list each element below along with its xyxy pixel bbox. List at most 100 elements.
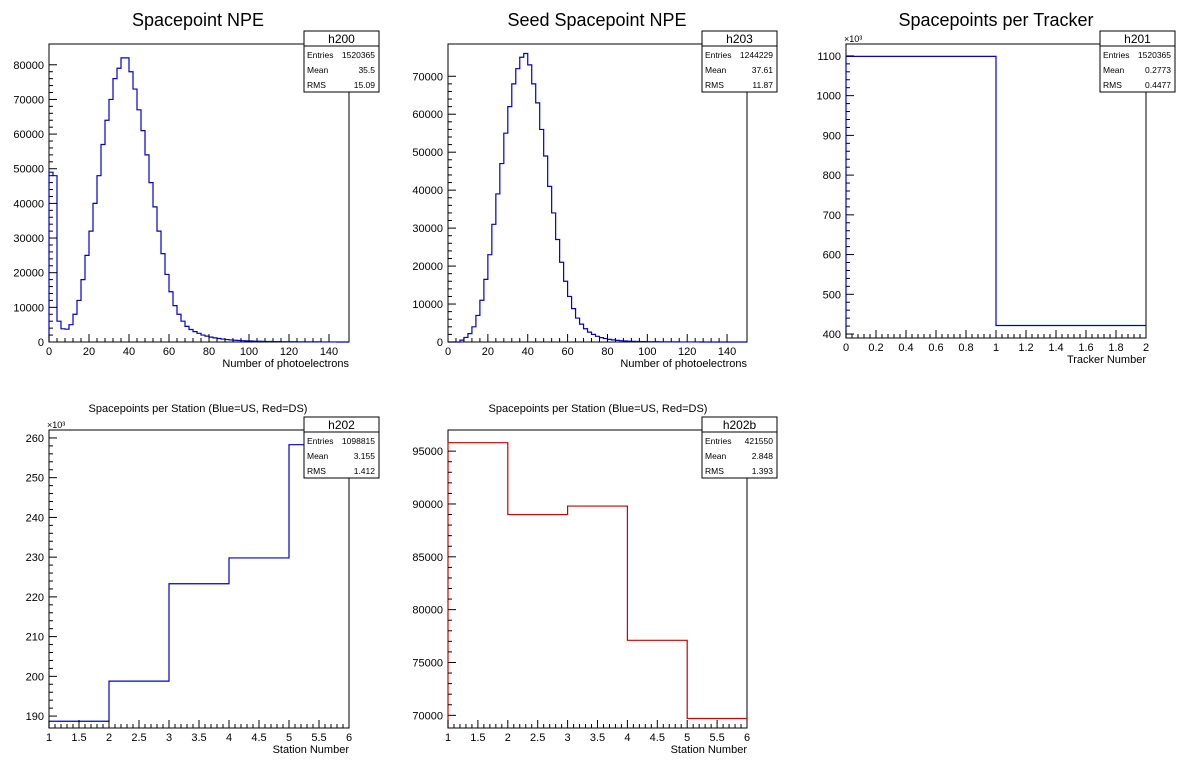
x-tick-label: 3.5 bbox=[590, 732, 605, 744]
stats-label: RMS bbox=[705, 80, 724, 90]
y-tick-label: 230 bbox=[26, 552, 44, 564]
x-axis-label: Station Number bbox=[671, 744, 748, 756]
x-tick-label: 80 bbox=[601, 346, 613, 358]
y-tick-label: 40000 bbox=[13, 198, 44, 210]
y-tick-label: 85000 bbox=[412, 552, 443, 564]
y-tick-label: 60000 bbox=[412, 109, 443, 121]
y-tick-label: 190 bbox=[26, 711, 44, 723]
x-tick-label: 2.5 bbox=[131, 732, 146, 744]
stats-box-frame bbox=[1099, 30, 1176, 93]
x-tick-label: 4 bbox=[226, 732, 232, 744]
stats-box-frame bbox=[303, 30, 380, 93]
x-tick-label: 1 bbox=[46, 732, 52, 744]
x-axis-label: Number of photoelectrons bbox=[620, 358, 747, 370]
chart-panel-h202: 1 1.5 2 2.5 3 3.5 4 4.5 5 5.5 6 190 200 210 220 230 240 2… bbox=[26, 403, 380, 756]
histogram-series-h202b bbox=[447, 442, 747, 728]
x-tick-label: 5 bbox=[286, 732, 292, 744]
chart-title: Seed Spacepoint NPE bbox=[507, 10, 686, 30]
stats-value: 35.5 bbox=[358, 65, 375, 75]
stats-label: RMS bbox=[705, 466, 724, 476]
stats-value: 1098815 bbox=[342, 436, 375, 446]
x-tick-label: 4.5 bbox=[650, 732, 665, 744]
x-tick-label: 1.2 bbox=[1018, 342, 1033, 354]
x-tick-label: 2.5 bbox=[530, 732, 545, 744]
histogram-series-h201 bbox=[845, 55, 1146, 338]
stats-label: Entries bbox=[307, 50, 333, 60]
x-axis-label: Station Number bbox=[273, 744, 350, 756]
stats-value: 0.2773 bbox=[1145, 65, 1171, 75]
x-tick-label: 60 bbox=[163, 346, 175, 358]
x-tick-label: 120 bbox=[280, 346, 298, 358]
x-tick-label: 0 bbox=[843, 342, 849, 354]
chart-title: Spacepoints per Tracker bbox=[898, 10, 1093, 30]
y-tick-label: 80000 bbox=[412, 605, 443, 617]
y-axis-exponent: ×10³ bbox=[47, 420, 65, 430]
stats-box-frame bbox=[701, 416, 778, 479]
histogram-series-h200 bbox=[48, 57, 349, 343]
y-tick-label: 10000 bbox=[13, 302, 44, 314]
x-tick-label: 20 bbox=[482, 346, 494, 358]
stats-name: h201 bbox=[1124, 32, 1151, 46]
x-tick-label: 40 bbox=[522, 346, 534, 358]
x-tick-label: 0 bbox=[445, 346, 451, 358]
y-tick-label: 30000 bbox=[412, 223, 443, 235]
x-tick-label: 60 bbox=[561, 346, 573, 358]
stats-label: Entries bbox=[705, 436, 731, 446]
y-tick-label: 60000 bbox=[13, 129, 44, 141]
stats-box-frame bbox=[701, 30, 778, 93]
y-tick-label: 70000 bbox=[13, 94, 44, 106]
x-tick-label: 0.8 bbox=[958, 342, 973, 354]
x-tick-label: 5 bbox=[684, 732, 690, 744]
stats-label: Mean bbox=[1103, 65, 1125, 75]
y-tick-label: 40000 bbox=[412, 185, 443, 197]
y-tick-label: 30000 bbox=[13, 233, 44, 245]
y-tick-label: 0 bbox=[38, 337, 44, 349]
x-tick-label: 1.5 bbox=[71, 732, 86, 744]
stats-value: 11.87 bbox=[752, 80, 773, 90]
y-tick-label: 0 bbox=[437, 337, 443, 349]
x-tick-label: 1.4 bbox=[1048, 342, 1063, 354]
x-tick-label: 2 bbox=[505, 732, 511, 744]
stats-label: Mean bbox=[705, 451, 727, 461]
x-tick-label: 3.5 bbox=[191, 732, 206, 744]
stats-value: 15.09 bbox=[354, 80, 376, 90]
stats-value: 1520365 bbox=[1138, 50, 1171, 60]
x-tick-label: 20 bbox=[83, 346, 95, 358]
stats-label: Mean bbox=[307, 451, 329, 461]
stats-label: Mean bbox=[307, 65, 329, 75]
chart-panel-h202b: 1 1.5 2 2.5 3 3.5 4 4.5 5 5.5 6 70000 75000 80000 8500… bbox=[412, 403, 778, 756]
stats-value: 0.4477 bbox=[1145, 80, 1171, 90]
x-tick-label: 140 bbox=[718, 346, 736, 358]
y-tick-label: 200 bbox=[26, 671, 44, 683]
x-tick-label: 4.5 bbox=[251, 732, 266, 744]
y-tick-label: 240 bbox=[26, 512, 44, 524]
stats-value: 1244229 bbox=[740, 50, 773, 60]
x-tick-label: 5.5 bbox=[311, 732, 326, 744]
y-axis-exponent: ×10³ bbox=[844, 34, 862, 44]
stats-name: h200 bbox=[328, 32, 355, 46]
y-tick-label: 70000 bbox=[412, 71, 443, 83]
y-tick-label: 95000 bbox=[412, 446, 443, 458]
chart-panel-h201: 0 0.2 0.4 0.6 0.8 1 1.2 1.4 1.6 1.8 2 400 500 600 700 8… bbox=[817, 10, 1176, 366]
stats-value: 421550 bbox=[745, 436, 774, 446]
x-tick-label: 6 bbox=[346, 732, 352, 744]
y-tick-label: 260 bbox=[26, 433, 44, 445]
y-tick-label: 400 bbox=[823, 329, 841, 341]
stats-label: RMS bbox=[307, 80, 326, 90]
x-tick-label: 0.6 bbox=[928, 342, 943, 354]
y-tick-label: 70000 bbox=[412, 710, 443, 722]
chart-title: Spacepoints per Station (Blue=US, Red=DS… bbox=[89, 403, 308, 415]
x-tick-label: 6 bbox=[744, 732, 750, 744]
x-tick-label: 40 bbox=[123, 346, 135, 358]
y-tick-label: 20000 bbox=[412, 261, 443, 273]
x-tick-label: 2 bbox=[1143, 342, 1149, 354]
x-tick-label: 1 bbox=[993, 342, 999, 354]
x-tick-label: 3 bbox=[166, 732, 172, 744]
y-tick-label: 900 bbox=[823, 130, 841, 142]
x-axis-label: Tracker Number bbox=[1067, 354, 1146, 366]
stats-label: Entries bbox=[307, 436, 333, 446]
stats-label: Entries bbox=[1103, 50, 1129, 60]
y-tick-label: 75000 bbox=[412, 657, 443, 669]
y-tick-label: 500 bbox=[823, 289, 841, 301]
x-tick-label: 1.5 bbox=[470, 732, 485, 744]
